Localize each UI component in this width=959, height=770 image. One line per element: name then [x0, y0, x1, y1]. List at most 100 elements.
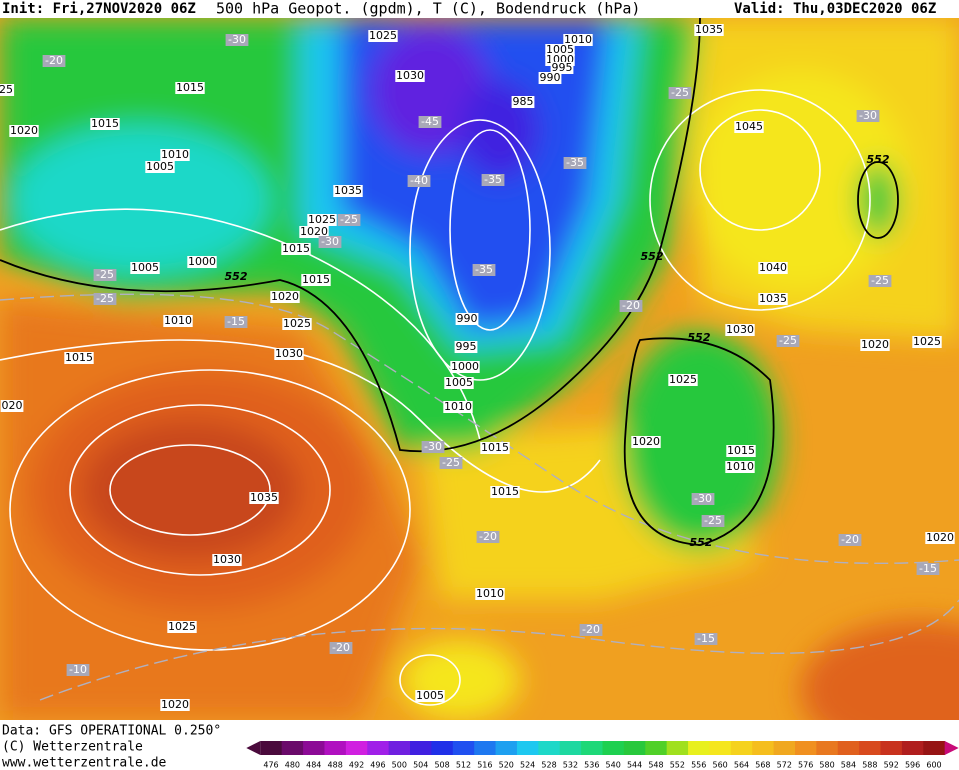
- isotherm-label: -25: [96, 268, 114, 281]
- colorbar-swatch: [730, 741, 753, 755]
- isobar-label-box: [299, 226, 329, 238]
- colorbar-tick-label: 556: [691, 761, 706, 770]
- colorbar-tick-label: 580: [819, 761, 834, 770]
- isobar-label-box: [160, 149, 190, 161]
- isobar-label-box: [443, 401, 473, 413]
- isobar-label: 1015: [491, 485, 519, 498]
- colorbar-tick-label: 520: [499, 761, 514, 770]
- isotherm-label-box: [563, 157, 587, 169]
- colorbar-swatch: [516, 741, 539, 755]
- isobar-label: 1005: [146, 160, 174, 173]
- data-source: Data: GFS OPERATIONAL 0.250°: [2, 724, 221, 739]
- colorbar-swatch: [623, 741, 646, 755]
- height-label: 552: [641, 250, 664, 263]
- isobar-label-box: [725, 324, 755, 336]
- isotherm-label: -25: [871, 274, 889, 287]
- isobar-label: 1015: [282, 242, 310, 255]
- isobar-label-box: [187, 256, 217, 268]
- isobar-label: 1025: [283, 317, 311, 330]
- isobar-label-box: [160, 699, 190, 711]
- isobar-label-box: [307, 214, 337, 226]
- isobar-label-box: [64, 352, 94, 364]
- isotherm-label-box: [225, 34, 249, 46]
- isobar-label: 1035: [759, 292, 787, 305]
- isobar-label-box: [475, 588, 505, 600]
- isobar-label: 1010: [476, 587, 504, 600]
- colorbar-swatch: [688, 741, 710, 755]
- colorbar-tick-label: 548: [648, 761, 663, 770]
- colorbar-swatch: [538, 741, 561, 755]
- colorbar-swatch: [495, 741, 518, 755]
- valid-time: Valid: Thu,03DEC2020 06Z: [734, 1, 936, 17]
- isobar-label: 1015: [65, 351, 93, 364]
- colorbar-swatch: [923, 741, 946, 755]
- isobar-label: 1030: [213, 553, 241, 566]
- isotherm-label: -30: [694, 492, 712, 505]
- colorbar-tick-label: 588: [862, 761, 877, 770]
- colorbar-swatch: [794, 741, 817, 755]
- isobars: [0, 89, 871, 706]
- colorbar-tick-label: 508: [434, 761, 449, 770]
- isobar-label: 1005: [416, 689, 444, 702]
- isobar-label-box: [450, 361, 480, 373]
- colorbar-swatch: [645, 741, 668, 755]
- colorbar-tick-label: 536: [584, 761, 599, 770]
- isobar-label-box: [0, 400, 24, 412]
- isobar-label: 25: [0, 83, 13, 96]
- colorbar-tick-label: 480: [285, 761, 300, 770]
- colorbar-tick-label: 532: [563, 761, 578, 770]
- isobar-label-box: [912, 336, 942, 348]
- colorbar-swatch: [388, 741, 411, 755]
- colorbar-tick-label: 488: [328, 761, 343, 770]
- isotherm-label-box: [701, 515, 725, 527]
- isotherm-label: -35: [475, 263, 493, 276]
- website: www.wetterzentrale.de: [2, 756, 167, 770]
- isobar-label: 1025: [308, 213, 336, 226]
- isobar-label-box: [454, 341, 478, 353]
- field: [0, 18, 959, 720]
- copyright: (C) Wetterzentrale: [2, 740, 143, 755]
- isotherm-label: -30: [228, 33, 246, 46]
- isotherm-label: -20: [332, 641, 350, 654]
- colorbar-high-arrow: [944, 741, 959, 755]
- isobar-label-box: [631, 436, 661, 448]
- isotherm-label-box: [93, 269, 117, 281]
- isobar-label: 1020: [10, 124, 38, 137]
- isotherm-label-box: [329, 642, 353, 654]
- isotherm-label: -25: [442, 456, 460, 469]
- isobar-label-box: [274, 348, 304, 360]
- isobar-label-box: [395, 70, 425, 82]
- isobar-label-box: [511, 96, 535, 108]
- height-label: 552: [867, 153, 890, 166]
- colorbar-tick-label: 552: [670, 761, 685, 770]
- isobar-label-box: [167, 621, 197, 633]
- contour-labels: 1025103010101005100099599098510351015101…: [0, 23, 955, 711]
- isotherm-label-box: [838, 534, 862, 546]
- isobar-label-box: [90, 118, 120, 130]
- isobar-label-box: [758, 293, 788, 305]
- colorbar-swatch: [773, 741, 796, 755]
- colorbar-tick-label: 544: [627, 761, 642, 770]
- isobar-label-box: [455, 313, 479, 325]
- isobar-label: 020: [2, 399, 23, 412]
- isobar-label: 1010: [726, 460, 754, 473]
- isobar-label-box: [0, 84, 15, 96]
- colorbar-swatch: [816, 741, 839, 755]
- colorbar-swatch: [367, 741, 390, 755]
- isobar-label: 1025: [369, 29, 397, 42]
- colorbar-swatch: [559, 741, 582, 755]
- isotherm-label: -20: [45, 54, 63, 67]
- height-552: [0, 18, 899, 546]
- isobar-label-box: [368, 30, 398, 42]
- isotherm-label-box: [476, 531, 500, 543]
- colorbar-swatch: [880, 741, 903, 755]
- colorbar-tick-label: 596: [905, 761, 920, 770]
- isobar-label: 1020: [861, 338, 889, 351]
- height-label: 552: [225, 270, 248, 283]
- isobar-label: 1005: [445, 376, 473, 389]
- isobar-label-box: [282, 318, 312, 330]
- colorbar-swatch: [581, 741, 603, 755]
- isotherm-label-box: [619, 300, 643, 312]
- colorbar-tick-label: 568: [755, 761, 770, 770]
